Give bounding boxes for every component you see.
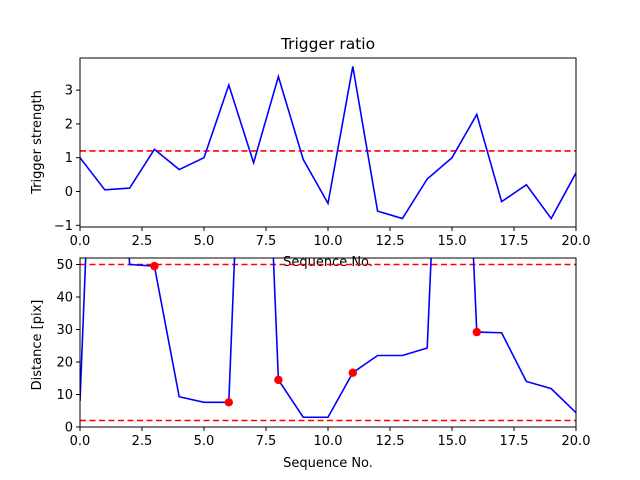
y-tick-label: 30 [56, 323, 73, 338]
y-tick-label: 2 [65, 117, 73, 132]
x-axis-label-bottom: Sequence No. [283, 456, 373, 471]
y-axis-label-top: Trigger strength [30, 90, 45, 195]
x-axis-label-top: Sequence No. [283, 255, 373, 270]
y-tick-label: 3 [65, 84, 73, 99]
x-tick-label: 2.5 [132, 234, 153, 249]
chart-title: Trigger ratio [280, 35, 375, 53]
y-tick-label: 40 [56, 291, 73, 306]
x-tick-label: 20.0 [562, 234, 591, 249]
data-marker [274, 375, 283, 385]
x-tick-label: 2.5 [132, 434, 153, 449]
x-tick-label: 17.5 [500, 434, 529, 449]
x-tick-label: 7.5 [256, 434, 277, 449]
y-tick-label: 1 [65, 151, 73, 166]
axes-top: 0.0 2.5 5.0 7.5 10.0 12.5 15.0 17.5 20.0 −1 0 1 2 3 [54, 57, 591, 249]
data-marker [348, 368, 357, 377]
x-tick-label: 12.5 [376, 234, 405, 249]
x-tick-label: 0.0 [70, 434, 91, 449]
x-tick-label: 10.0 [314, 434, 343, 449]
data-marker [150, 261, 159, 271]
data-marker [472, 327, 481, 337]
axes-bottom: 0.0 2.5 5.0 7.5 10.0 12.5 15.0 17.5 20.0 0 10 20 30 4… [56, 257, 591, 449]
y-tick-label: 50 [56, 258, 73, 273]
x-tick-label: 20.0 [562, 434, 591, 449]
series-line-top-0 [80, 66, 576, 221]
plot-area-bottom [80, 258, 576, 422]
x-tick-label: 15.0 [438, 434, 467, 449]
x-tick-label: 5.0 [194, 434, 215, 449]
y-tick-label: 10 [56, 388, 73, 403]
subplot-trigger-ratio: Trigger ratio Trigger strength Sequence … [30, 35, 590, 270]
y-axis-label-bottom: Distance [pix] [30, 300, 45, 391]
x-tick-label: 10.0 [314, 234, 343, 249]
x-tick-label: 0.0 [70, 234, 91, 249]
data-marker [224, 398, 233, 407]
y-tick-label: −1 [54, 219, 73, 234]
x-tick-label: 12.5 [376, 434, 405, 449]
x-tick-label: 5.0 [194, 234, 215, 249]
y-tick-label: 0 [65, 421, 73, 436]
x-tick-label: 15.0 [438, 234, 467, 249]
y-tick-label: 0 [65, 185, 73, 200]
x-tick-label: 17.5 [500, 234, 529, 249]
y-tick-label: 20 [56, 356, 73, 371]
plot-area-top [80, 66, 576, 221]
series-line-bottom-0 [80, 258, 576, 419]
subplot-distance: Distance [pix] Sequence No. 0.0 2.5 5.0 7.5… [30, 257, 591, 471]
x-tick-label: 7.5 [256, 234, 277, 249]
